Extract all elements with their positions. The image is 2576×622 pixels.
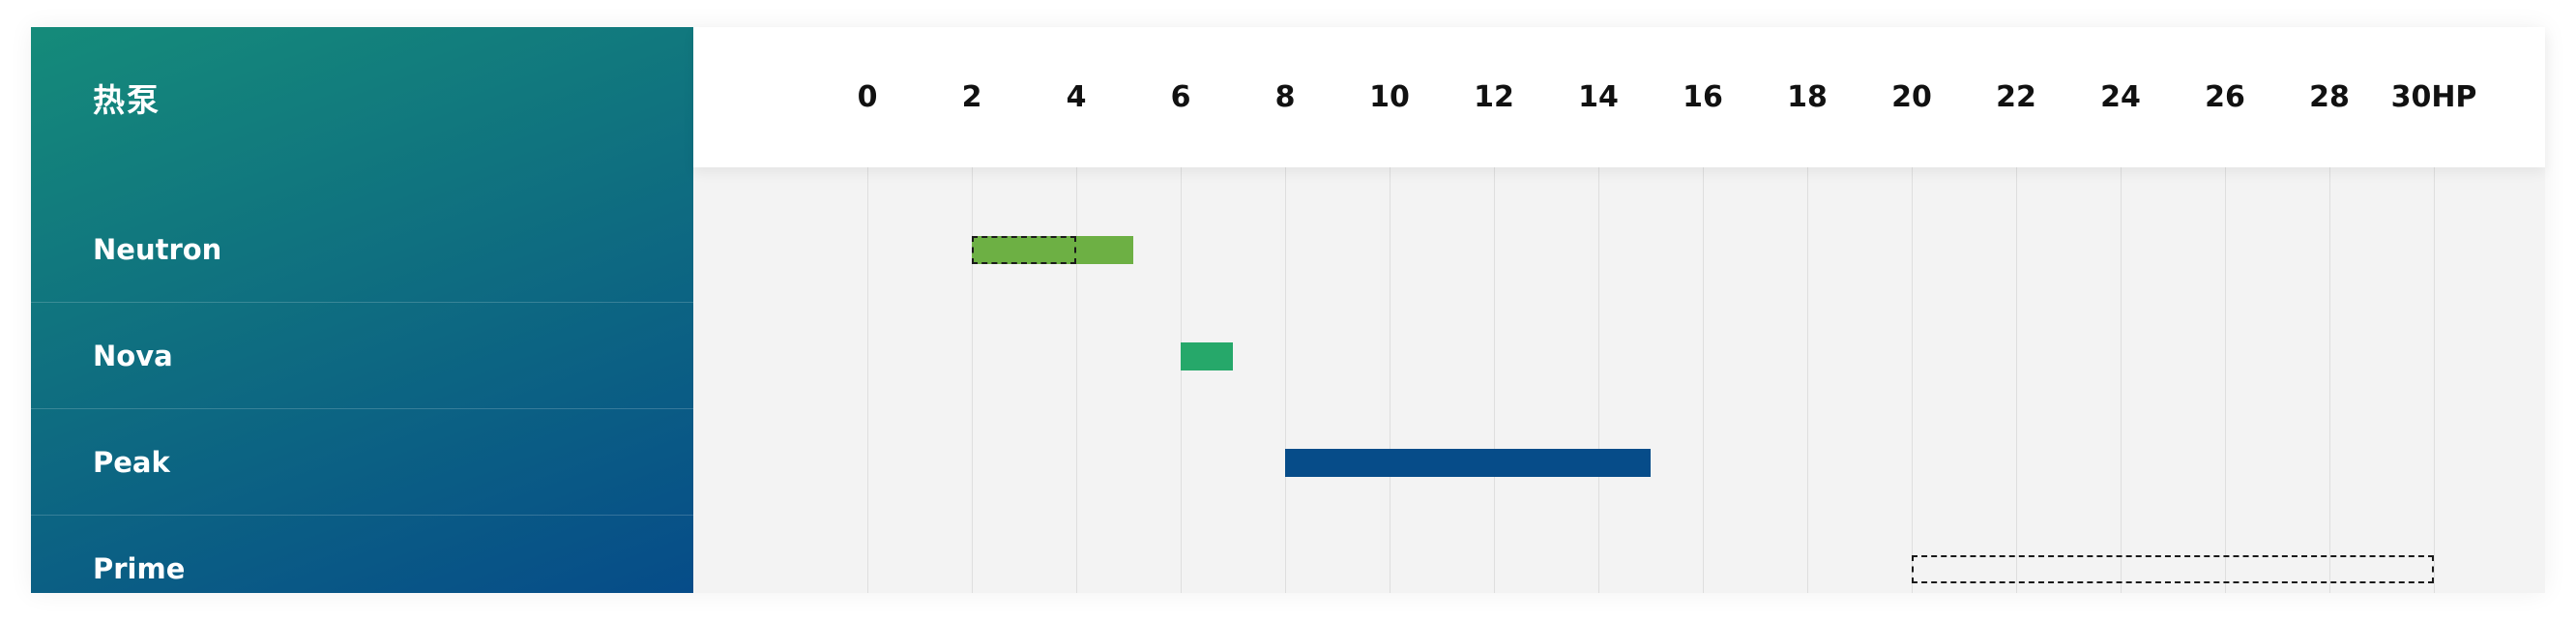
x-tick-label: 14: [1578, 80, 1619, 114]
grid-line: [1807, 167, 1808, 593]
x-tick-label: 0: [857, 80, 878, 114]
x-tick-label: 30HP: [2390, 80, 2477, 114]
x-tick-label: 12: [1474, 80, 1514, 114]
grid-line: [2329, 167, 2330, 593]
grid-line: [1285, 167, 1286, 593]
range-bar-peak[interactable]: [1285, 448, 1651, 477]
x-tick-label: 8: [1274, 80, 1296, 114]
x-tick-label: 2: [961, 80, 982, 114]
x-tick-label: 20: [1891, 80, 1932, 114]
x-tick-label: 28: [2309, 80, 2350, 114]
chart-title: 热泵: [93, 80, 161, 119]
x-tick-label: 18: [1787, 80, 1828, 114]
range-bar-nova[interactable]: [1181, 341, 1233, 370]
grid-line: [972, 167, 973, 593]
grid-line: [2434, 167, 2435, 593]
plot-area: [693, 167, 2545, 593]
row-label-neutron: Neutron: [93, 233, 222, 266]
grid-line: [1912, 167, 1913, 593]
grid-line: [867, 167, 868, 593]
x-tick-label: 16: [1683, 80, 1723, 114]
grid-line: [1181, 167, 1182, 593]
x-axis-header: 0 2 4 6 8 10 12 14 16 18 20 22 24 26 28 30HP: [693, 27, 2545, 167]
x-tick-label: 4: [1066, 80, 1087, 114]
x-tick-label: 24: [2100, 80, 2141, 114]
row-divider: [31, 515, 693, 516]
grid-line: [1076, 167, 1077, 593]
category-sidebar: 热泵 Neutron Nova Peak Prime: [31, 27, 693, 593]
x-tick-label: 26: [2205, 80, 2245, 114]
range-bar-neutron[interactable]: [972, 235, 1134, 264]
grid-line: [2225, 167, 2226, 593]
grid-line: [1703, 167, 1704, 593]
x-tick-label: 22: [1996, 80, 2036, 114]
range-marker-prime: [1912, 554, 2434, 583]
grid-line: [2121, 167, 2122, 593]
x-tick-label: 6: [1170, 80, 1191, 114]
chart-card: 热泵 Neutron Nova Peak Prime 0 2 4 6 8 10 12 14 16…: [31, 27, 2545, 593]
row-label-prime: Prime: [93, 552, 186, 585]
row-divider: [31, 302, 693, 303]
row-label-peak: Peak: [93, 446, 170, 479]
x-tick-label: 10: [1369, 80, 1410, 114]
row-label-nova: Nova: [93, 340, 173, 372]
grid-line: [1494, 167, 1495, 593]
row-divider: [31, 408, 693, 409]
range-marker-neutron: [972, 235, 1076, 264]
grid-line: [2016, 167, 2017, 593]
grid-line: [1598, 167, 1599, 593]
